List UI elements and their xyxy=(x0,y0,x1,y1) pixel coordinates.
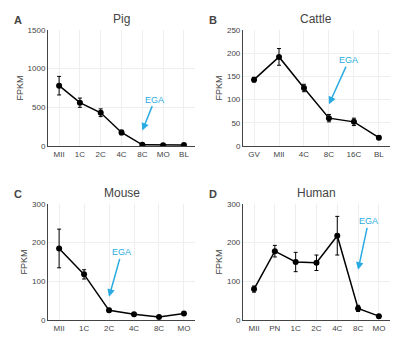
svg-text:4C: 4C xyxy=(129,324,139,333)
svg-text:Cattle: Cattle xyxy=(300,12,332,26)
svg-text:B: B xyxy=(209,14,217,26)
svg-text:4C: 4C xyxy=(299,150,309,159)
svg-text:8C: 8C xyxy=(324,150,334,159)
svg-text:1500: 1500 xyxy=(28,26,46,35)
svg-text:BL: BL xyxy=(179,150,189,159)
svg-text:4C: 4C xyxy=(332,324,342,333)
svg-text:PN: PN xyxy=(269,324,280,333)
svg-text:MO: MO xyxy=(372,324,385,333)
svg-text:1C: 1C xyxy=(291,324,301,333)
svg-text:2C: 2C xyxy=(311,324,321,333)
svg-text:EGA: EGA xyxy=(145,95,164,105)
svg-text:FPKM: FPKM xyxy=(214,249,224,274)
svg-text:BL: BL xyxy=(374,150,384,159)
svg-text:Mouse: Mouse xyxy=(104,186,140,200)
svg-text:EGA: EGA xyxy=(112,247,131,257)
svg-text:50: 50 xyxy=(231,119,240,128)
svg-text:1C: 1C xyxy=(79,324,89,333)
svg-text:100: 100 xyxy=(227,95,241,104)
svg-text:0: 0 xyxy=(236,316,241,325)
svg-text:FPKM: FPKM xyxy=(19,249,29,274)
svg-text:A: A xyxy=(14,14,22,26)
svg-text:Pig: Pig xyxy=(113,12,130,26)
svg-text:250: 250 xyxy=(227,26,241,35)
svg-text:1C: 1C xyxy=(75,150,85,159)
svg-text:EGA: EGA xyxy=(339,55,358,65)
svg-text:D: D xyxy=(209,188,217,200)
svg-text:MII: MII xyxy=(248,324,259,333)
svg-text:MO: MO xyxy=(178,324,191,333)
svg-text:300: 300 xyxy=(227,200,241,209)
svg-text:MII: MII xyxy=(273,150,284,159)
svg-text:MO: MO xyxy=(157,150,170,159)
svg-text:16C: 16C xyxy=(347,150,362,159)
svg-text:2C: 2C xyxy=(96,150,106,159)
svg-text:0: 0 xyxy=(41,316,46,325)
svg-text:200: 200 xyxy=(227,238,241,247)
svg-text:8C: 8C xyxy=(154,324,164,333)
svg-text:MII: MII xyxy=(54,324,65,333)
svg-text:8C: 8C xyxy=(353,324,363,333)
svg-text:200: 200 xyxy=(32,238,46,247)
svg-text:FPKM: FPKM xyxy=(214,75,224,100)
svg-text:0: 0 xyxy=(41,142,46,151)
svg-text:500: 500 xyxy=(32,103,46,112)
svg-text:GV: GV xyxy=(248,150,260,159)
svg-text:150: 150 xyxy=(227,72,241,81)
svg-text:2C: 2C xyxy=(104,324,114,333)
svg-text:Human: Human xyxy=(297,186,336,200)
svg-text:C: C xyxy=(14,188,22,200)
svg-text:FPKM: FPKM xyxy=(15,75,25,100)
svg-text:8C: 8C xyxy=(137,150,147,159)
svg-text:200: 200 xyxy=(227,49,241,58)
svg-text:MII: MII xyxy=(54,150,65,159)
svg-text:100: 100 xyxy=(227,277,241,286)
svg-text:4C: 4C xyxy=(116,150,126,159)
svg-text:300: 300 xyxy=(32,200,46,209)
svg-text:EGA: EGA xyxy=(359,216,378,226)
svg-text:100: 100 xyxy=(32,277,46,286)
svg-text:0: 0 xyxy=(236,142,241,151)
svg-text:1000: 1000 xyxy=(28,64,46,73)
